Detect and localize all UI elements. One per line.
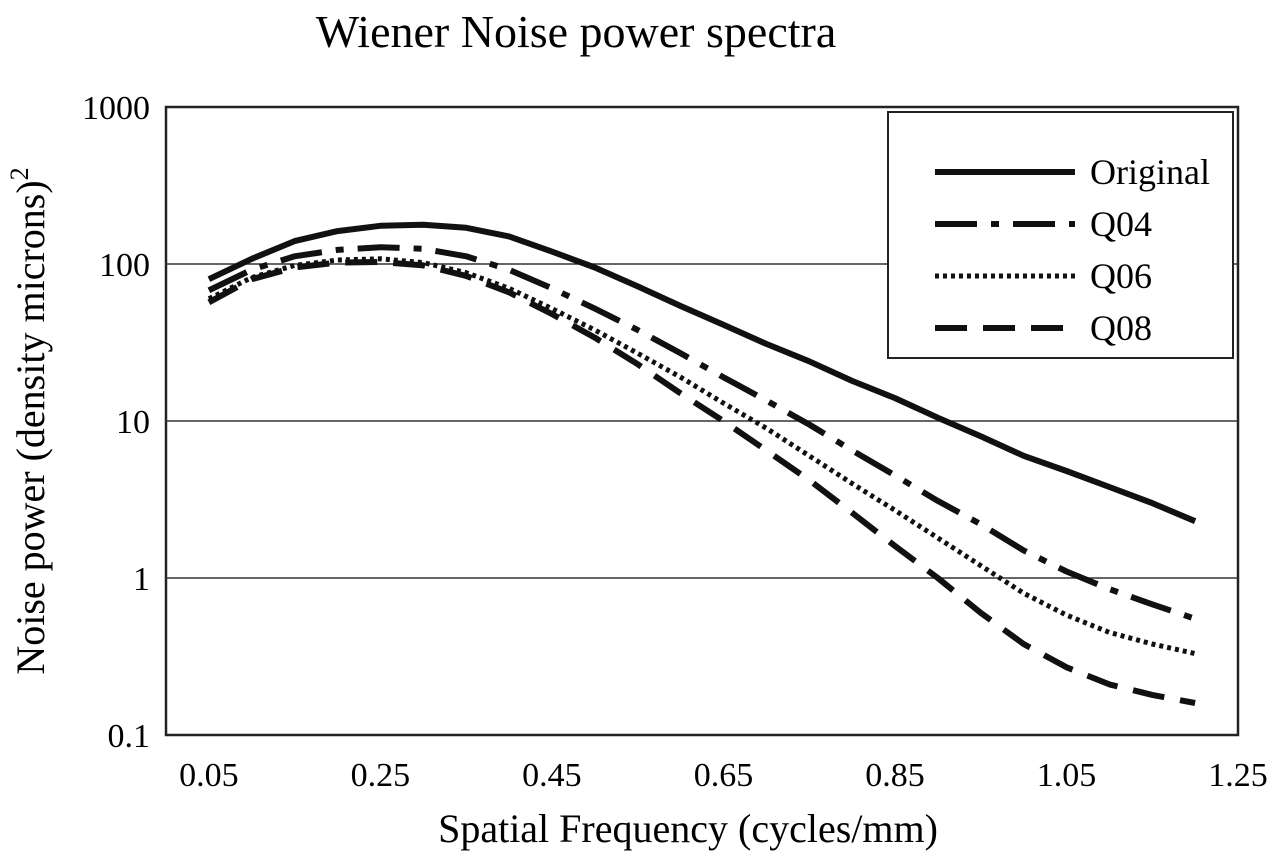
y-tick-label: 10 — [116, 404, 150, 441]
x-tick-label: 1.05 — [1037, 757, 1097, 794]
legend-label-q06: Q06 — [1090, 256, 1152, 296]
x-axis-label: Spatial Frequency (cycles/mm) — [438, 806, 938, 851]
legend-label-q08: Q08 — [1090, 308, 1152, 348]
y-tick-label: 1 — [133, 561, 150, 598]
series-line-q04 — [207, 244, 1197, 622]
legend: Original Q04 Q06 Q08 — [887, 111, 1234, 359]
x-tick-label: 0.65 — [694, 757, 754, 794]
legend-box — [887, 111, 1234, 359]
x-tick-label: 0.85 — [865, 757, 925, 794]
y-axis-label-exponent: 2 — [5, 167, 34, 180]
series-line-original — [207, 221, 1197, 524]
x-tick-label: 0.05 — [179, 757, 239, 794]
x-tick-label: 0.45 — [522, 757, 582, 794]
y-tick-label: 1000 — [82, 90, 150, 127]
tick-labels: 0.1 1 10 100 1000 0.05 0.25 0.45 0.65 0.85 1.05 1.2… — [82, 90, 1268, 794]
series-lines — [207, 221, 1197, 706]
x-tick-label: 0.25 — [351, 757, 411, 794]
series-line-q06 — [207, 256, 1196, 657]
y-tick-label: 100 — [99, 247, 150, 284]
y-axis-label-text: Noise power (density microns) — [8, 180, 53, 674]
series-line-q08 — [207, 259, 1196, 706]
chart-title: Wiener Noise power spectra — [316, 6, 837, 57]
legend-label-q04: Q04 — [1090, 204, 1152, 244]
legend-label-original: Original — [1090, 152, 1210, 192]
x-tick-label: 1.25 — [1208, 757, 1268, 794]
y-axis-label: Noise power (density microns)2 — [5, 167, 53, 674]
y-tick-label: 0.1 — [108, 718, 151, 755]
